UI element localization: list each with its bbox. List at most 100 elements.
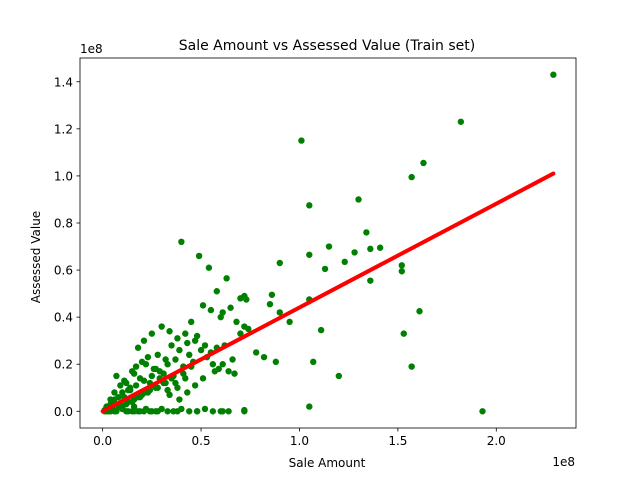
data-point xyxy=(245,325,252,333)
data-point xyxy=(398,262,406,269)
y-tick-label: 0.6 xyxy=(54,264,73,278)
data-point xyxy=(237,330,244,337)
data-point xyxy=(164,386,171,394)
data-point xyxy=(400,330,407,337)
data-point xyxy=(209,361,217,368)
data-point xyxy=(266,301,274,308)
data-point xyxy=(209,408,217,415)
data-point xyxy=(479,408,486,415)
y-tick-label: 0.4 xyxy=(54,311,73,325)
data-point xyxy=(123,408,130,415)
data-point xyxy=(182,330,189,337)
data-point xyxy=(107,396,114,403)
data-point xyxy=(207,306,215,314)
data-point xyxy=(217,313,224,321)
data-point xyxy=(355,196,362,203)
data-point xyxy=(144,389,152,396)
data-point xyxy=(168,342,175,349)
data-point xyxy=(134,344,142,351)
axes-frame xyxy=(79,57,577,429)
data-point xyxy=(180,370,187,377)
data-point xyxy=(201,405,209,413)
fit-line-layer xyxy=(100,171,556,414)
data-point xyxy=(201,342,209,349)
data-point xyxy=(148,330,156,337)
data-point xyxy=(416,308,423,315)
y-tick-label: 1.4 xyxy=(54,75,73,89)
data-point xyxy=(306,202,313,209)
data-point xyxy=(376,244,384,251)
data-point xyxy=(272,358,280,366)
data-point xyxy=(225,368,232,375)
data-point xyxy=(237,295,244,302)
data-point xyxy=(225,408,232,415)
data-point xyxy=(325,243,333,250)
data-point xyxy=(174,408,181,415)
x-axis-label: Sale Amount xyxy=(289,456,366,470)
data-point xyxy=(199,302,207,309)
data-point xyxy=(132,363,140,370)
data-point xyxy=(298,137,305,144)
data-point xyxy=(276,259,283,267)
data-point xyxy=(184,339,191,347)
data-point xyxy=(164,361,171,368)
data-point xyxy=(172,379,179,387)
data-point xyxy=(229,356,236,363)
data-point xyxy=(148,372,156,380)
data-point xyxy=(113,372,120,380)
data-point xyxy=(140,408,148,415)
data-point xyxy=(172,356,179,363)
data-point xyxy=(154,408,161,415)
y-tick-label: 0.2 xyxy=(54,358,73,372)
data-point xyxy=(408,363,415,370)
data-point xyxy=(176,396,183,403)
regression-line xyxy=(100,171,556,414)
data-point xyxy=(268,291,276,298)
data-point xyxy=(186,351,193,358)
x-tick-label: 1.0 xyxy=(290,434,309,448)
data-point xyxy=(233,318,240,326)
data-point xyxy=(176,346,183,354)
data-point xyxy=(140,377,148,384)
y-tick-label: 0.8 xyxy=(54,216,73,230)
data-point xyxy=(130,408,138,415)
data-point xyxy=(398,268,406,275)
data-point xyxy=(243,296,250,303)
data-point xyxy=(306,403,313,410)
data-point xyxy=(260,353,268,361)
data-point xyxy=(231,370,238,377)
x-axis-ticks: 0.0 0.5 1.0 1.5 2.0 xyxy=(93,428,506,448)
data-point xyxy=(335,372,343,380)
y-tick-label: 0.0 xyxy=(54,405,73,419)
data-point xyxy=(227,304,234,311)
data-point xyxy=(195,252,203,260)
data-point xyxy=(351,249,358,256)
chart-title: Sale Amount vs Assessed Value (Train set… xyxy=(179,38,476,54)
x-tick-label: 1.5 xyxy=(388,434,407,448)
data-point xyxy=(126,386,134,394)
data-point xyxy=(140,337,148,344)
data-point xyxy=(252,349,260,356)
data-point xyxy=(121,377,128,384)
data-point xyxy=(193,408,201,415)
data-point xyxy=(193,332,201,340)
data-point xyxy=(138,358,146,366)
data-point xyxy=(306,251,313,258)
data-point xyxy=(317,326,325,334)
data-point xyxy=(211,368,219,375)
data-point xyxy=(223,275,230,282)
y-tick-label: 1.0 xyxy=(54,169,73,183)
data-point xyxy=(550,71,557,78)
plot-area xyxy=(100,71,557,415)
data-point xyxy=(219,361,226,368)
data-point xyxy=(197,346,205,354)
data-point xyxy=(276,309,283,316)
x-tick-label: 0.5 xyxy=(192,434,211,448)
data-point xyxy=(219,408,226,415)
data-point xyxy=(186,408,193,415)
x-axis-offset-label: 1e8 xyxy=(552,455,575,469)
data-point xyxy=(205,264,213,271)
data-point xyxy=(310,358,317,366)
